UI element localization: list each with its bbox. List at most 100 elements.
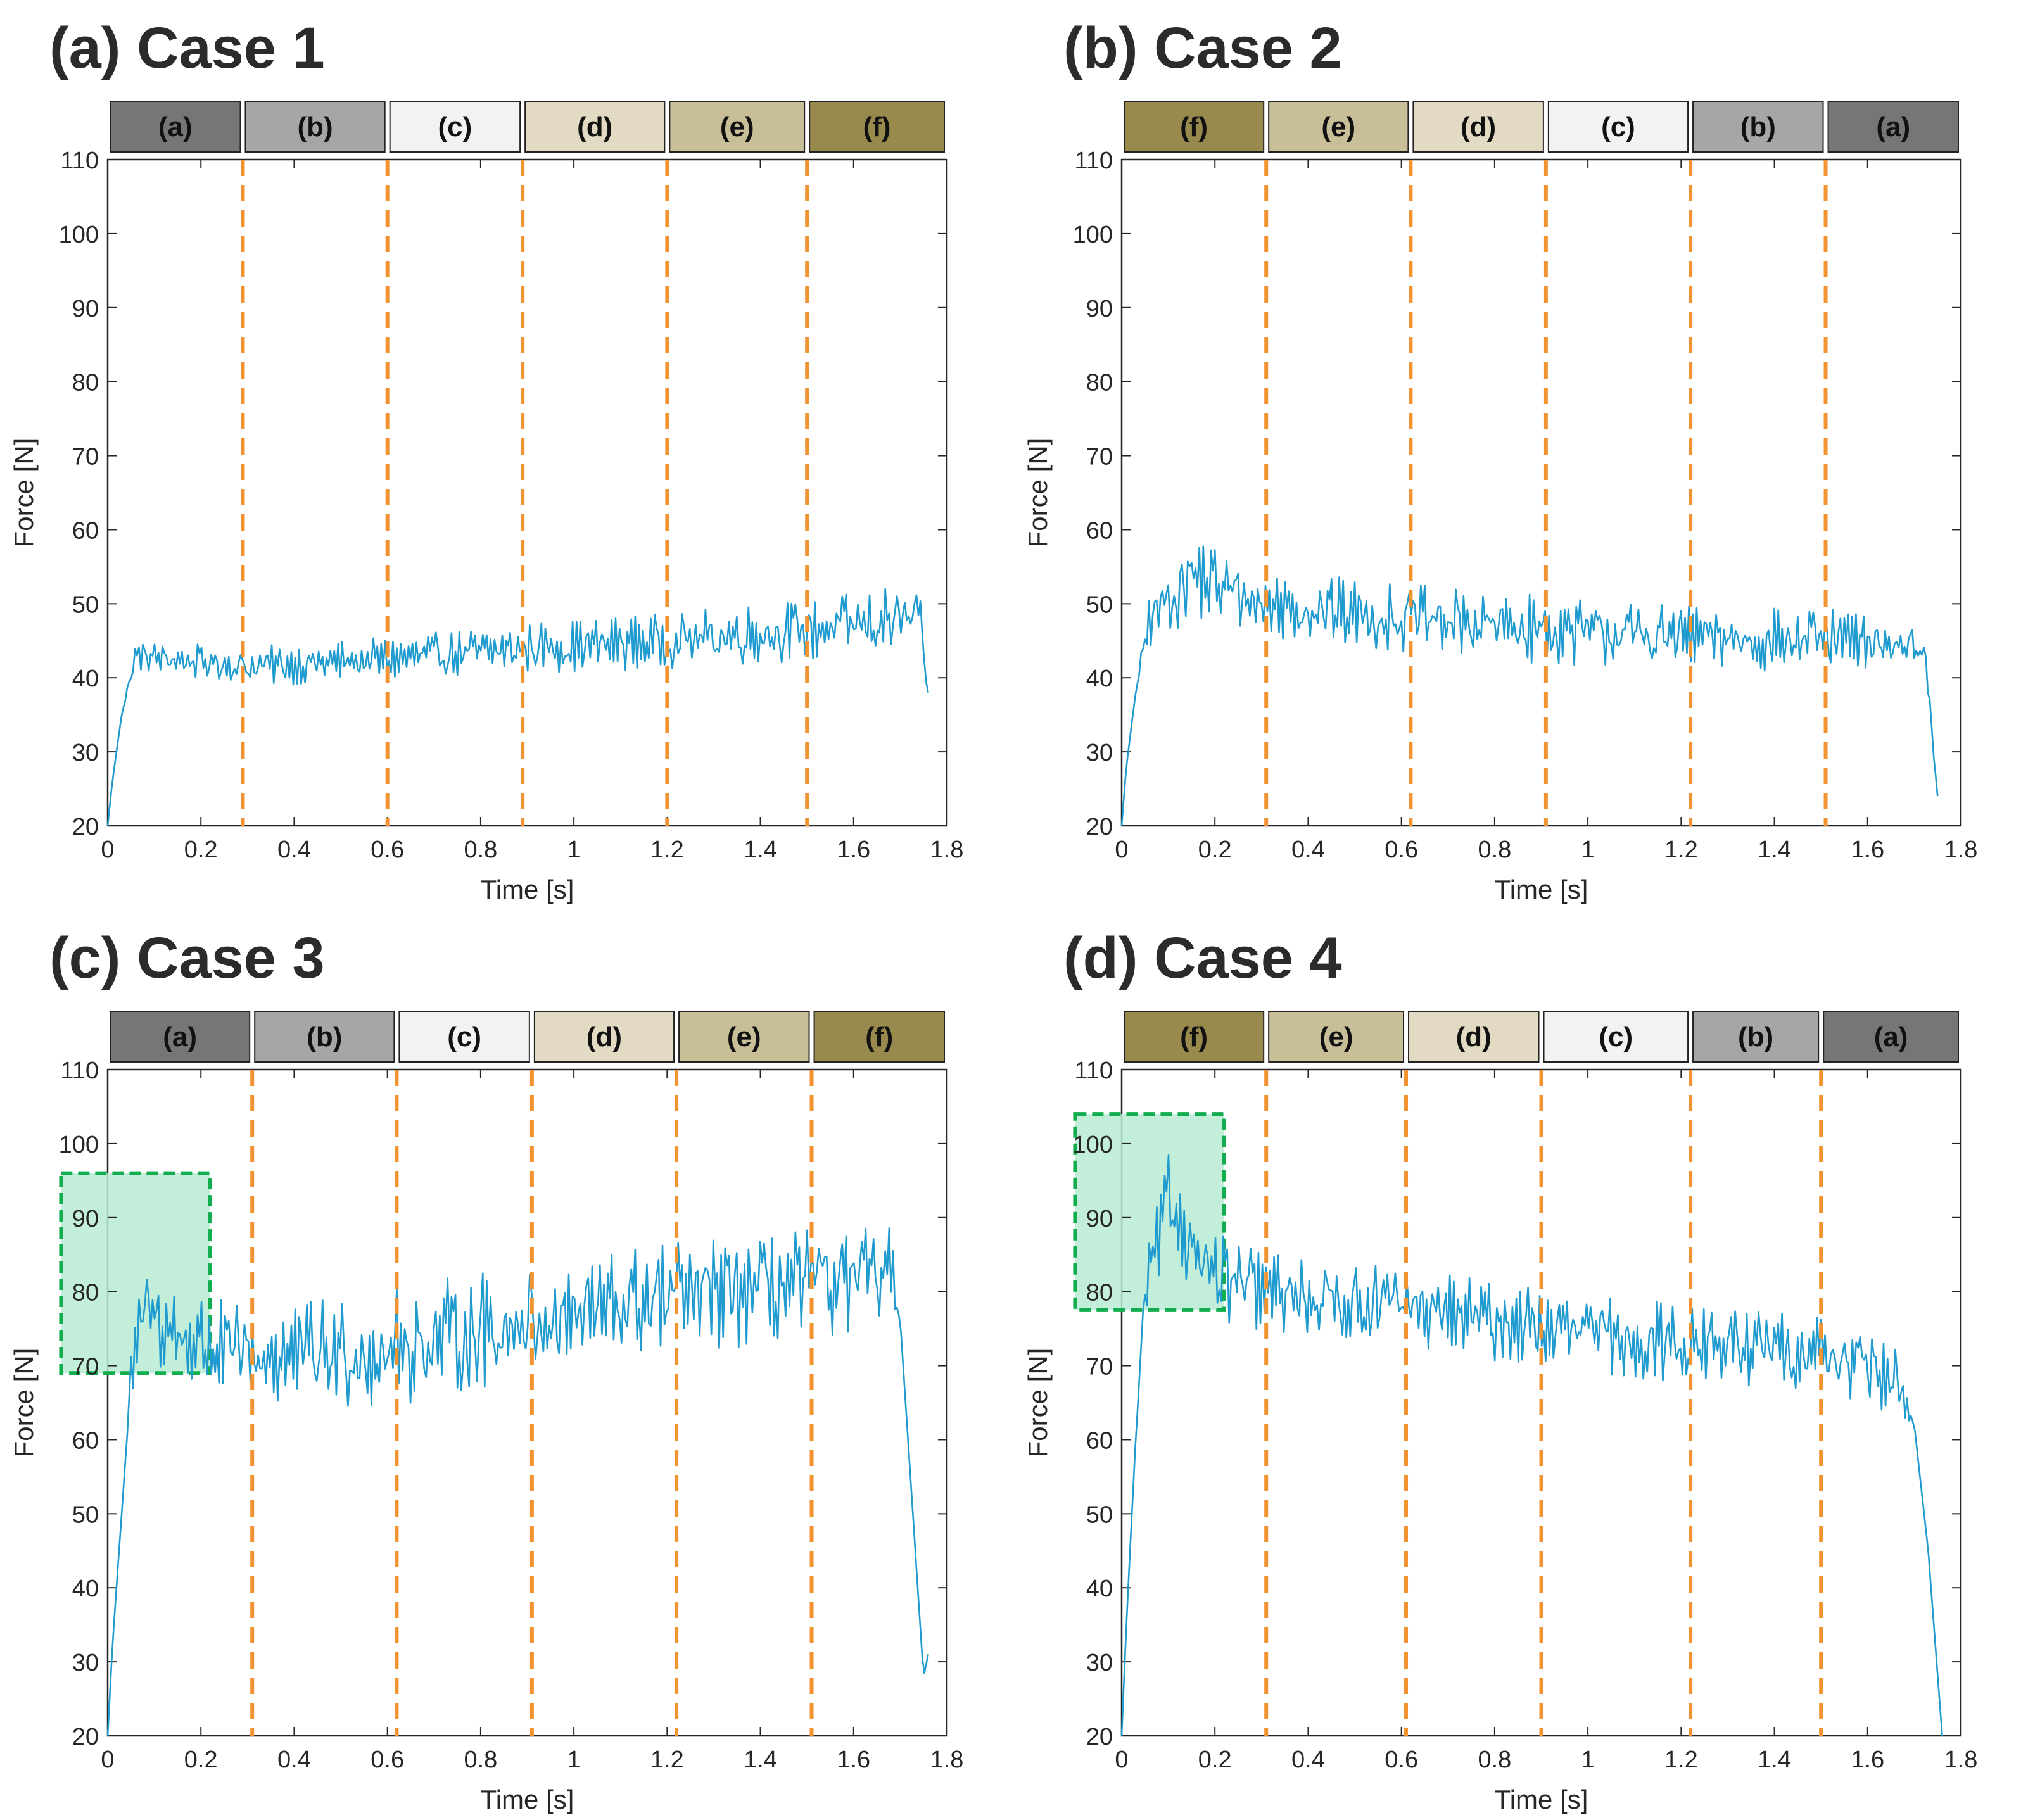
x-tick-label: 0.4 [1291, 1747, 1325, 1773]
chart-title: (b) Case 2 [1063, 16, 1342, 80]
phase-segment-c: (c) [1547, 101, 1689, 153]
chart-case-1: (a) (b) (c) (d) (e) (f) 20 30 40 50 60 70 80 90 100 110… [9, 101, 964, 904]
y-tick-label: 40 [72, 1576, 99, 1602]
y-tick-label: 50 [72, 591, 99, 618]
phase-label: (b) [297, 111, 333, 142]
y-tick-label: 90 [72, 1206, 99, 1232]
x-axis-label: Time [s] [1495, 875, 1588, 904]
panel-case-4: (d) Case 4 (f) (e) (d) (c) (b) (a) 20 30 40 50 60 7… [1014, 910, 2028, 1820]
y-tick-label: 30 [1086, 740, 1113, 766]
phase-segment-e: (e) [678, 1011, 810, 1063]
phase-label: (e) [720, 111, 754, 142]
y-tick-label: 60 [72, 517, 99, 544]
x-tick-label: 1 [567, 837, 581, 863]
y-tick-label: 20 [72, 814, 99, 840]
phase-label: (d) [1456, 1021, 1492, 1052]
x-tick-label: 0.6 [371, 837, 404, 863]
y-tick-label: 110 [1074, 148, 1113, 174]
x-axis-label: Time [s] [481, 1785, 574, 1814]
x-tick-label: 1.2 [1664, 837, 1698, 863]
y-tick-label: 60 [72, 1427, 99, 1454]
chart-title: (c) Case 3 [49, 926, 325, 990]
y-tick-label: 80 [72, 370, 99, 396]
phase-segment-a: (a) [1823, 1011, 1959, 1063]
x-tick-label: 1.8 [1944, 837, 1978, 863]
y-tick-label: 40 [72, 666, 99, 692]
phase-label: (c) [447, 1021, 481, 1052]
y-tick-label: 90 [72, 296, 99, 322]
y-tick-label: 30 [72, 740, 99, 766]
phase-segment-c: (c) [389, 101, 521, 153]
x-tick-label: 1 [1581, 1747, 1595, 1773]
y-tick-label: 20 [1086, 1724, 1113, 1750]
phase-label: (e) [727, 1021, 761, 1052]
phase-label: (d) [586, 1021, 622, 1052]
phase-label: (f) [863, 111, 891, 142]
x-tick-label: 0.4 [277, 837, 311, 863]
chart-case-4: (f) (e) (d) (c) (b) (a) 20 30 40 50 60 70 80 90 100 110… [1023, 1011, 1978, 1814]
y-tick-label: 50 [1086, 1501, 1113, 1528]
y-tick-label: 110 [60, 148, 99, 174]
y-tick-label: 70 [1086, 1354, 1113, 1381]
x-tick-label: 0.8 [464, 1747, 497, 1773]
x-tick-label: 0.2 [184, 837, 218, 863]
x-tick-label: 1.6 [1851, 837, 1884, 863]
phase-segment-f: (f) [1124, 101, 1265, 153]
phase-segment-d: (d) [533, 1011, 675, 1063]
x-tick-label: 1.4 [744, 837, 777, 863]
y-tick-label: 110 [1074, 1058, 1113, 1084]
x-tick-label: 1.6 [837, 837, 870, 863]
phase-segment-e: (e) [1268, 101, 1409, 153]
phase-segment-b: (b) [1692, 101, 1824, 153]
force-series-line [1120, 1154, 1943, 1736]
phase-label: (a) [158, 111, 193, 142]
phase-label: (f) [865, 1021, 893, 1052]
x-tick-label: 1.8 [930, 837, 964, 863]
x-tick-label: 1.4 [744, 1747, 777, 1773]
x-tick-label: 0.4 [1291, 837, 1325, 863]
x-tick-label: 0.8 [464, 837, 497, 863]
phase-segment-f: (f) [809, 101, 945, 153]
phase-segment-f: (f) [1124, 1011, 1265, 1063]
phase-segment-d: (d) [1412, 101, 1544, 153]
phase-label: (e) [1319, 1021, 1353, 1052]
x-tick-label: 1.2 [1664, 1747, 1698, 1773]
phase-segment-e: (e) [669, 101, 806, 153]
plot-area [1120, 158, 1962, 827]
phase-segment-b: (b) [244, 101, 386, 153]
phase-label: (a) [1876, 111, 1910, 142]
y-tick-label: 40 [1086, 666, 1113, 692]
phase-label: (d) [1461, 111, 1496, 142]
highlight-region [1073, 1112, 1226, 1312]
x-tick-label: 0.2 [1198, 837, 1232, 863]
plot-area [106, 158, 948, 827]
phase-segment-e: (e) [1268, 1011, 1405, 1063]
x-tick-label: 0 [101, 1747, 114, 1773]
phase-label: (a) [163, 1021, 197, 1052]
y-tick-label: 60 [1086, 1427, 1113, 1454]
chart-case-2: (f) (e) (d) (c) (b) (a) 20 30 40 50 60 70 80 90 100 110… [1023, 101, 1978, 904]
y-tick-label: 100 [1073, 222, 1113, 248]
y-tick-label: 100 [59, 1132, 99, 1158]
x-tick-label: 1.2 [650, 837, 684, 863]
x-tick-label: 0 [1115, 837, 1128, 863]
x-tick-label: 0.4 [277, 1747, 311, 1773]
phase-label: (b) [307, 1021, 342, 1052]
phase-segment-a: (a) [110, 101, 241, 153]
y-tick-label: 110 [60, 1058, 99, 1084]
y-tick-label: 70 [72, 444, 99, 471]
x-tick-label: 1.8 [1944, 1747, 1978, 1773]
y-axis-label: Force [N] [1023, 438, 1053, 548]
y-tick-label: 100 [59, 222, 99, 248]
phase-label: (b) [1738, 1021, 1773, 1052]
x-axis-label: Time [s] [1495, 1785, 1588, 1814]
y-tick-label: 70 [72, 1354, 99, 1381]
x-tick-label: 1.6 [1851, 1747, 1884, 1773]
phase-segment-b: (b) [1692, 1011, 1820, 1063]
y-tick-label: 30 [1086, 1650, 1113, 1676]
x-tick-label: 0.2 [184, 1747, 218, 1773]
phase-segment-f: (f) [813, 1011, 946, 1063]
x-tick-label: 1 [1581, 837, 1595, 863]
y-tick-label: 50 [1086, 591, 1113, 618]
phase-label: (c) [1599, 1021, 1633, 1052]
